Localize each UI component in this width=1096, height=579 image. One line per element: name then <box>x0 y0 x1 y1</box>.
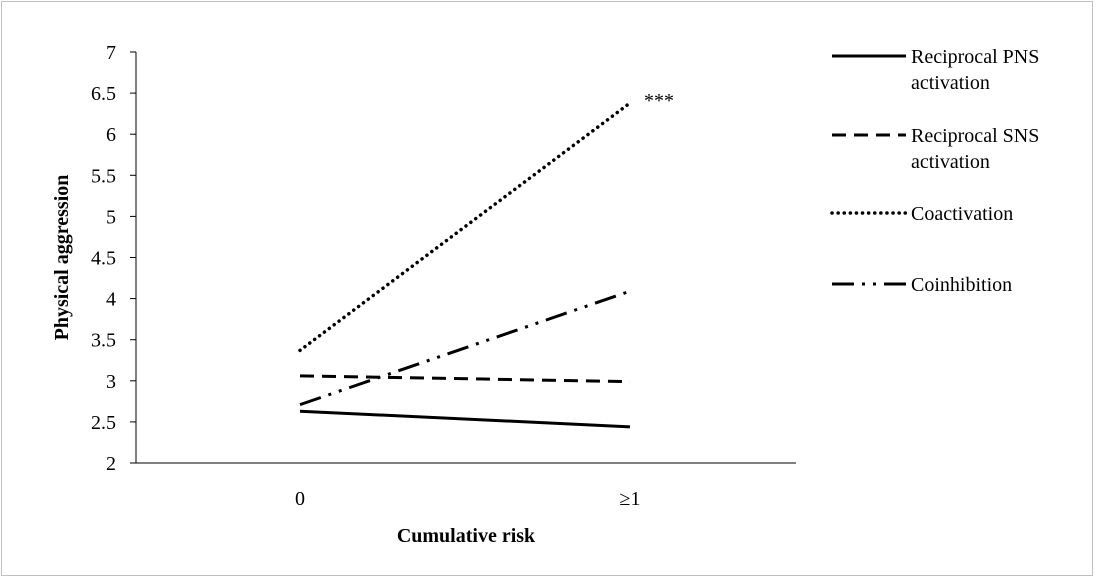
y-tick-label: 5 <box>106 206 116 228</box>
legend: Reciprocal PNS activation Reciprocal SNS ac… <box>830 46 1039 296</box>
significance-annotation: *** <box>644 90 674 112</box>
y-tick-label: 3.5 <box>91 330 116 352</box>
annotations: *** <box>644 90 674 112</box>
y-tick-label: 4.5 <box>91 248 116 270</box>
legend-item-reciprocal-sns-activation: Reciprocal SNS activation <box>832 125 1039 173</box>
y-tick-label: 4 <box>106 289 116 311</box>
x-tick-label: 0 <box>295 488 305 510</box>
series-line-reciprocal-sns-activation <box>299 374 631 384</box>
legend-label: Reciprocal SNS <box>911 125 1039 147</box>
y-tick-label: 7 <box>106 42 116 64</box>
series-line-reciprocal-pns-activation <box>299 409 631 429</box>
series-lines <box>298 101 632 429</box>
y-axis-title: Physical aggression <box>51 175 73 341</box>
legend-item-coinhibition: Coinhibition <box>832 274 1012 296</box>
y-tick-label: 5.5 <box>91 165 116 187</box>
y-tick-label: 6.5 <box>91 83 116 105</box>
axes: 2 2.5 3 3.5 4 4.5 5 5.5 6 6.5 7 0 ≥1 Cumulative risk P… <box>51 42 796 547</box>
legend-label: Coinhibition <box>911 274 1012 296</box>
legend-item-reciprocal-pns-activation: Reciprocal PNS activation <box>832 46 1039 94</box>
legend-item-coactivation: Coactivation <box>830 203 1013 225</box>
legend-label: activation <box>911 151 990 173</box>
x-tick-label: ≥1 <box>620 488 641 510</box>
x-axis-title: Cumulative risk <box>397 525 536 547</box>
y-tick-label: 2 <box>106 453 116 475</box>
series-line-coinhibition <box>299 289 631 407</box>
y-tick-label: 2.5 <box>91 412 116 434</box>
series-line-coactivation <box>298 101 632 353</box>
y-tick-label: 6 <box>106 124 116 146</box>
legend-label: activation <box>911 72 990 94</box>
y-tick-label: 3 <box>106 371 116 393</box>
legend-label: Reciprocal PNS <box>911 46 1039 68</box>
legend-label: Coactivation <box>911 203 1013 225</box>
